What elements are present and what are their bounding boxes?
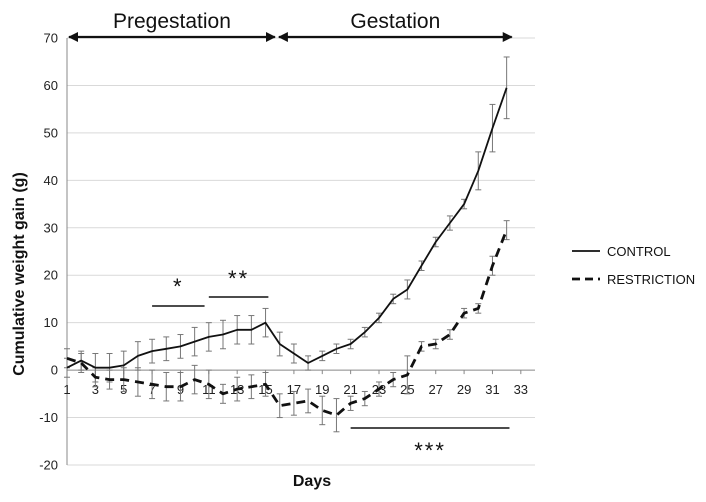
- x-tick-label: 29: [457, 382, 471, 397]
- series-lines: [66, 87, 508, 417]
- phase-label: Gestation: [350, 10, 440, 33]
- y-tick-label: 20: [44, 268, 58, 283]
- legend-label-restriction: RESTRICTION: [607, 272, 695, 287]
- legend-label-control: CONTROL: [607, 244, 671, 259]
- x-tick-label: 19: [315, 382, 329, 397]
- y-tick-label: 40: [44, 173, 58, 188]
- x-tick-label: 1: [63, 382, 70, 397]
- y-axis-title: Cumulative weight gain (g): [11, 172, 28, 376]
- series-line-restriction: [66, 229, 508, 417]
- y-tick-label: 50: [44, 125, 58, 140]
- x-tick-label: 17: [287, 382, 301, 397]
- x-tick-label: 31: [485, 382, 499, 397]
- y-tick-label: -10: [39, 410, 58, 425]
- legend: CONTROL RESTRICTION: [572, 244, 695, 287]
- y-tick-label: -20: [39, 458, 58, 473]
- y-tick-label: 70: [44, 31, 58, 46]
- x-axis-title: Days: [293, 473, 331, 490]
- y-tick-label: 0: [51, 363, 58, 378]
- significance-label: ***: [414, 438, 446, 463]
- series-line-control: [66, 87, 508, 369]
- axes: -20-100102030405060701357911131517192123…: [39, 31, 535, 473]
- significance-label: *: [173, 274, 184, 299]
- x-tick-label: 21: [343, 382, 357, 397]
- x-tick-label: 3: [92, 382, 99, 397]
- y-tick-label: 30: [44, 220, 58, 235]
- x-tick-label: 27: [428, 382, 442, 397]
- error-bars: [64, 56, 510, 433]
- x-tick-label: 33: [514, 382, 528, 397]
- y-tick-label: 10: [44, 315, 58, 330]
- phase-label: Pregestation: [113, 10, 231, 33]
- y-tick-label: 60: [44, 78, 58, 93]
- significance-label: **: [228, 266, 249, 291]
- annotations: Pregestation Gestation* *****: [68, 10, 513, 463]
